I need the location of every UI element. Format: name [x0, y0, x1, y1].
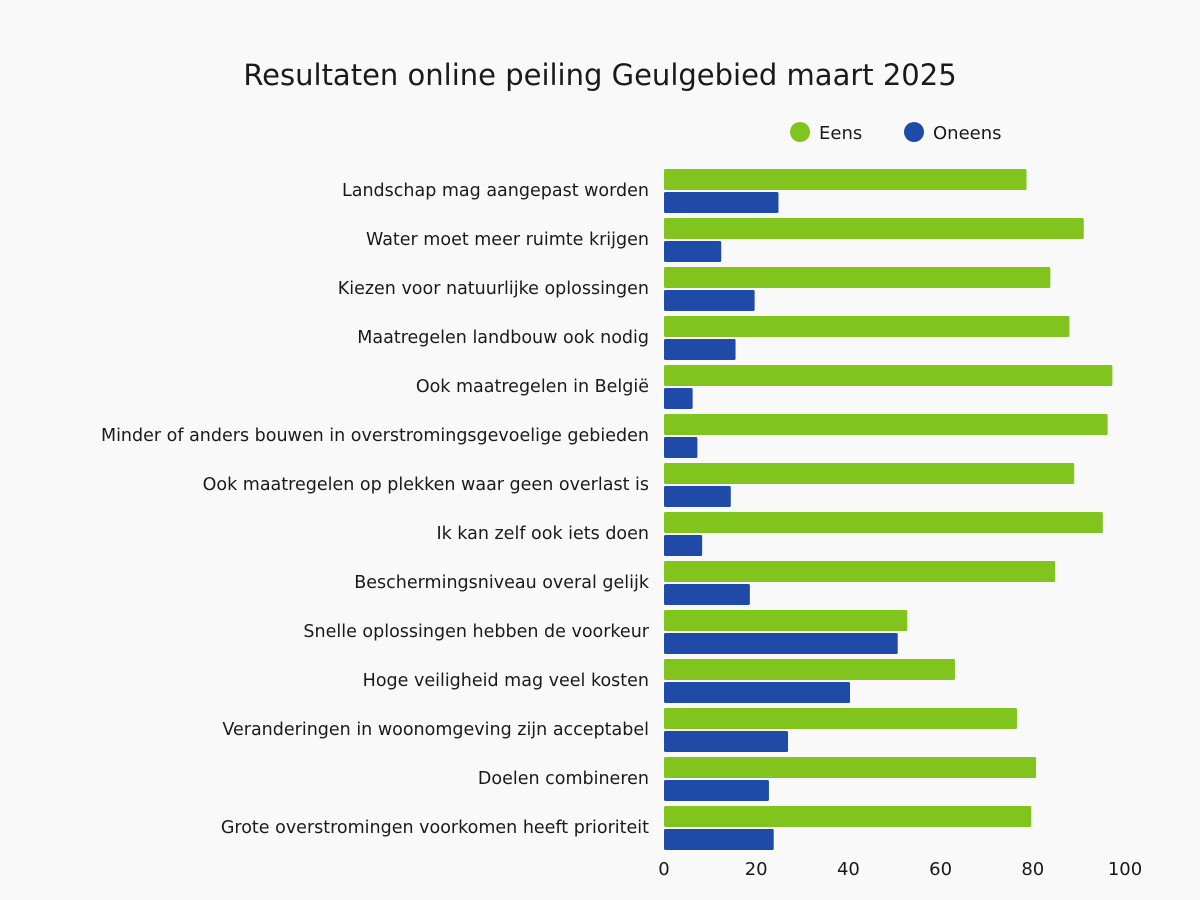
- bar-eens: [664, 169, 1027, 190]
- bar-eens: [664, 708, 1017, 729]
- x-tick-label: 80: [1021, 859, 1044, 880]
- category-label: Ook maatregelen in België: [416, 377, 649, 397]
- category-label: Water moet meer ruimte krijgen: [366, 230, 649, 250]
- x-tick-label: 20: [745, 859, 768, 880]
- x-tick-label: 100: [1108, 859, 1142, 880]
- category-label: Ook maatregelen op plekken waar geen ove…: [203, 475, 649, 495]
- bar-oneens: [664, 192, 779, 213]
- x-axis-ticks: 0 20 40 60 80 100: [658, 859, 1142, 880]
- bar-oneens: [664, 535, 703, 556]
- category-label: Beschermingsniveau overal gelijk: [354, 573, 650, 593]
- category-labels: Landschap mag aangepast worden Water moet…: [101, 181, 650, 838]
- bar-oneens: [664, 339, 736, 360]
- bar-oneens: [664, 241, 722, 262]
- category-label: Minder of anders bouwen in overstromings…: [101, 426, 649, 446]
- bar-oneens: [664, 682, 851, 703]
- bar-oneens: [664, 486, 731, 507]
- bar-eens: [664, 267, 1051, 288]
- category-label: Maatregelen landbouw ook nodig: [357, 328, 649, 348]
- bar-oneens: [664, 388, 693, 409]
- category-label: Snelle oplossingen hebben de voorkeur: [303, 622, 649, 642]
- bar-eens: [664, 659, 955, 680]
- bar-eens: [664, 414, 1108, 435]
- category-label: Kiezen voor natuurlijke oplossingen: [338, 279, 649, 299]
- bars: [664, 169, 1113, 850]
- legend-label-oneens: Oneens: [933, 123, 1002, 144]
- category-label: Hoge veiligheid mag veel kosten: [363, 671, 649, 691]
- x-tick-label: 0: [658, 859, 669, 880]
- bar-eens: [664, 806, 1032, 827]
- legend-marker-eens: [790, 122, 810, 142]
- bar-oneens: [664, 437, 698, 458]
- chart-title: Resultaten online peiling Geulgebied maa…: [243, 58, 956, 92]
- bar-oneens: [664, 780, 769, 801]
- category-label: Veranderingen in woonomgeving zijn accep…: [222, 720, 649, 740]
- legend: Eens Oneens: [790, 122, 1002, 144]
- bar-oneens: [664, 829, 774, 850]
- bar-eens: [664, 610, 908, 631]
- bar-oneens: [664, 290, 755, 311]
- bar-eens: [664, 463, 1075, 484]
- bar-eens: [664, 365, 1113, 386]
- bar-eens: [664, 218, 1084, 239]
- legend-label-eens: Eens: [819, 123, 862, 144]
- bar-eens: [664, 316, 1070, 337]
- bar-eens: [664, 561, 1056, 582]
- category-label: Landschap mag aangepast worden: [342, 181, 649, 201]
- bar-eens: [664, 512, 1103, 533]
- x-tick-label: 40: [837, 859, 860, 880]
- category-label: Grote overstromingen voorkomen heeft pri…: [221, 818, 649, 838]
- bar-eens: [664, 757, 1037, 778]
- legend-marker-oneens: [904, 122, 924, 142]
- category-label: Ik kan zelf ook iets doen: [436, 524, 649, 544]
- x-tick-label: 60: [929, 859, 952, 880]
- category-label: Doelen combineren: [478, 769, 649, 789]
- bar-oneens: [664, 731, 789, 752]
- bar-oneens: [664, 584, 750, 605]
- bar-oneens: [664, 633, 898, 654]
